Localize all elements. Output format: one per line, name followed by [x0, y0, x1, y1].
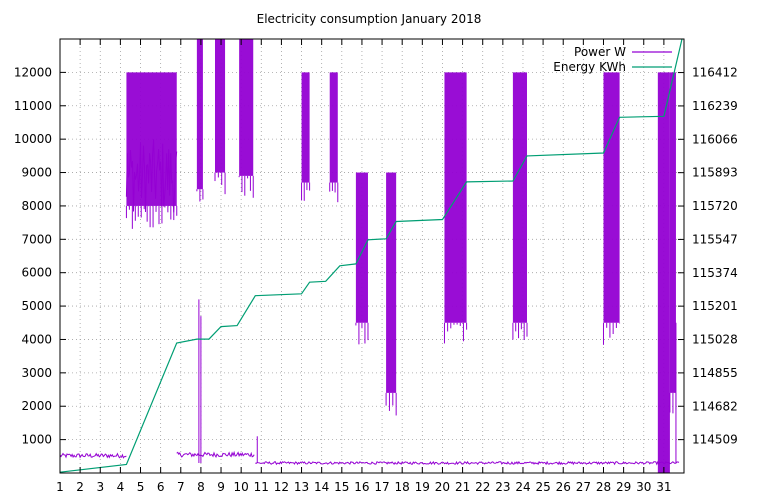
y-tick-label: 5000 [21, 299, 52, 313]
y2-tick-label: 114855 [692, 366, 738, 380]
y-tick-label: 10000 [14, 132, 52, 146]
power-active-block [196, 39, 203, 190]
power-active-block [126, 72, 177, 206]
x-tick-label: 10 [234, 480, 249, 494]
x-tick-label: 25 [535, 480, 550, 494]
y-tick-label: 12000 [14, 65, 52, 79]
x-tick-label: 4 [117, 480, 125, 494]
x-tick-label: 6 [157, 480, 165, 494]
power-active-block [603, 72, 620, 323]
chart-title: Electricity consumption January 2018 [257, 12, 482, 26]
x-tick-label: 11 [254, 480, 269, 494]
power-active-block [444, 72, 467, 323]
y2-tick-label: 115720 [692, 199, 738, 213]
x-tick-label: 7 [177, 480, 185, 494]
x-tick-label: 9 [217, 480, 225, 494]
power-active-block [657, 72, 670, 473]
y2-tick-label: 116066 [692, 132, 738, 146]
power-baseline-segment [59, 452, 127, 459]
y2-tick-label: 115201 [692, 299, 738, 313]
y2-tick-label: 115547 [692, 232, 738, 246]
power-active-block [355, 172, 368, 323]
x-tick-label: 13 [294, 480, 309, 494]
y-tick-label: 6000 [21, 266, 52, 280]
y2-tick-label: 114682 [692, 399, 738, 413]
x-tick-label: 18 [395, 480, 410, 494]
x-tick-label: 14 [314, 480, 329, 494]
x-tick-label: 20 [435, 480, 450, 494]
y-tick-label: 9000 [21, 166, 52, 180]
x-tick-label: 2 [76, 480, 84, 494]
y2-tick-label: 115028 [692, 333, 738, 347]
x-tick-label: 17 [374, 480, 389, 494]
power-active-block [512, 72, 527, 323]
power-active-block [329, 72, 338, 183]
y-tick-label: 1000 [21, 433, 52, 447]
x-tick-label: 15 [334, 480, 349, 494]
x-tick-label: 3 [96, 480, 104, 494]
x-tick-label: 19 [415, 480, 430, 494]
power-baseline-segment [176, 450, 255, 459]
x-tick-label: 24 [515, 480, 530, 494]
y2-tick-label: 116412 [692, 66, 738, 80]
x-tick-label: 1 [56, 480, 64, 494]
axes: 1 2 3 4 5 6 7 8 9 10 11 12 13 14 15 16 17 18 19 20 21 22 23 24 2… [14, 39, 738, 494]
x-tick-label: 29 [616, 480, 631, 494]
y2-tick-label: 116239 [692, 99, 738, 113]
y-tick-label: 3000 [21, 366, 52, 380]
power-active-block [301, 72, 310, 183]
power-active-block [214, 39, 226, 173]
x-tick-label: 31 [656, 480, 671, 494]
power-active-block [669, 72, 676, 393]
y-tick-label: 11000 [14, 99, 52, 113]
y-tick-label: 8000 [21, 199, 52, 213]
x-tick-label: 21 [455, 480, 470, 494]
x-tick-label: 23 [495, 480, 510, 494]
legend-label: Power W [574, 45, 626, 59]
y2-tick-label: 114509 [692, 433, 738, 447]
legend-label: Energy KWh [553, 60, 626, 74]
x-tick-label: 12 [274, 480, 289, 494]
x-tick-label: 26 [556, 480, 571, 494]
x-tick-label: 5 [137, 480, 145, 494]
y-tick-label: 4000 [21, 332, 52, 346]
y-tick-label: 2000 [21, 399, 52, 413]
x-tick-label: 16 [354, 480, 369, 494]
power-series [59, 39, 680, 473]
y-tick-label: 7000 [21, 232, 52, 246]
y2-tick-label: 115374 [692, 266, 738, 280]
power-active-block [386, 172, 397, 393]
plot-frame [59, 38, 685, 474]
energy-line [59, 38, 683, 473]
x-tick-label: 30 [636, 480, 651, 494]
x-tick-label: 28 [596, 480, 611, 494]
power-baseline-segment [255, 460, 680, 466]
energy-series [59, 38, 683, 473]
power-active-block [239, 39, 254, 176]
x-tick-label: 27 [576, 480, 591, 494]
y2-tick-label: 115893 [692, 166, 738, 180]
x-tick-label: 22 [475, 480, 490, 494]
x-tick-label: 8 [197, 480, 205, 494]
